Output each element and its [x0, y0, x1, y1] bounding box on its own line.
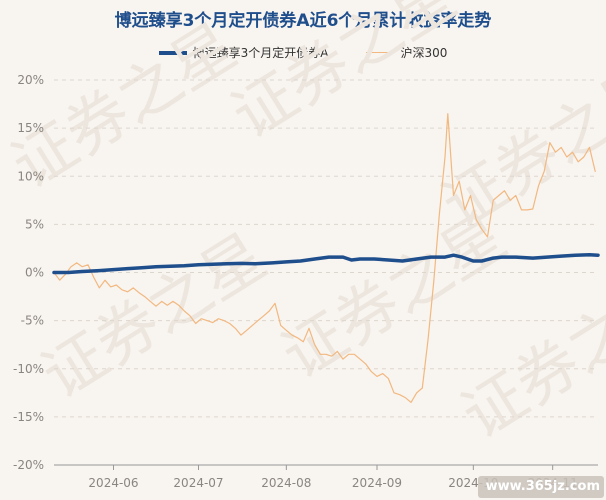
y-tick-label: 5%: [25, 217, 44, 231]
x-tick-label: 2024-06: [88, 476, 138, 490]
y-tick-label: -10%: [13, 362, 44, 376]
legend-label-index: 沪深300: [400, 46, 448, 60]
site-watermark: www.365jz.com: [485, 479, 600, 494]
legend-item-fund[interactable]: 博远臻享3个月定开债券A: [158, 44, 329, 61]
y-tick-label: 0%: [25, 266, 44, 280]
x-tick-label: 2024-08: [261, 476, 311, 490]
y-tick-label: 10%: [17, 169, 44, 183]
x-tick-label: 2024-09: [352, 476, 402, 490]
site-watermark-bg: [478, 476, 604, 498]
background-watermark: 证券之星: [219, 0, 468, 153]
legend-item-index[interactable]: 沪深300: [366, 44, 447, 61]
y-tick-label: -5%: [21, 314, 44, 328]
y-tick-label: -15%: [13, 410, 44, 424]
chart-title: 博远臻享3个月定开债券A近6个月累计收益率走势: [114, 11, 492, 31]
series-line-fund: [52, 252, 600, 275]
y-tick-label: 15%: [17, 121, 44, 135]
legend-swatch-index: [366, 52, 395, 53]
legend-label-fund: 博远臻享3个月定开债券A: [192, 46, 329, 60]
background-watermark: 证券之星: [429, 49, 606, 242]
y-tick-label: 20%: [17, 73, 44, 87]
chart-legend: 博远臻享3个月定开债券A 沪深300: [0, 44, 606, 61]
series-line-index: [53, 113, 596, 403]
legend-swatch-fund: [158, 50, 187, 55]
y-tick-label: -20%: [13, 458, 44, 472]
background-watermark: 证券之星: [29, 219, 278, 412]
x-tick-label: 2024-07: [173, 476, 223, 490]
